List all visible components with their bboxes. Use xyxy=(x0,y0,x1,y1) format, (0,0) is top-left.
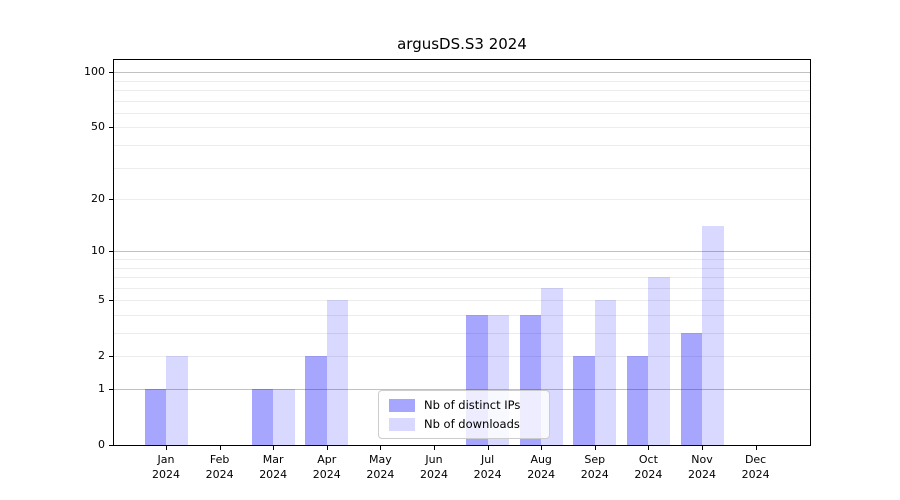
gridline-minor xyxy=(114,314,810,316)
y-tick-label: 0 xyxy=(98,438,105,451)
bar-distinct-ips-oct xyxy=(626,356,649,445)
x-tick xyxy=(702,446,703,450)
gridline-minor xyxy=(114,127,810,129)
x-tick xyxy=(434,446,435,450)
gridline-minor xyxy=(114,167,810,169)
bar-distinct-ips-jan xyxy=(144,389,166,445)
gridline-major xyxy=(114,72,810,74)
gridline-minor xyxy=(114,277,810,279)
y-tick-label: 5 xyxy=(98,293,105,307)
gridline-minor xyxy=(114,145,810,147)
x-tick xyxy=(594,446,596,450)
x-tick-label: May 2024 xyxy=(366,453,395,481)
gridline-minor xyxy=(114,112,810,114)
x-tick-label: Jul 2024 xyxy=(473,453,502,481)
bar-distinct-ips-mar xyxy=(251,389,274,445)
bar-distinct-ips-nov xyxy=(680,333,702,445)
x-tick-label: Jan 2024 xyxy=(152,453,180,481)
x-tick-label: Jun 2024 xyxy=(420,453,448,481)
legend-swatch-downloads xyxy=(389,417,415,431)
y-tick-label: 1 xyxy=(98,382,105,395)
y-tick xyxy=(109,389,113,390)
x-tick-label: Sep 2024 xyxy=(580,453,609,481)
x-tick-label: Dec 2024 xyxy=(741,453,770,481)
chart-title: argusDS.S3 2024 xyxy=(397,35,527,53)
bar-downloads-jan xyxy=(166,356,188,445)
x-tick-label: Apr 2024 xyxy=(312,453,341,481)
y-tick xyxy=(109,445,113,446)
legend: Nb of distinct IPs Nb of downloads xyxy=(378,390,550,439)
legend-label: Nb of downloads xyxy=(424,417,520,431)
y-tick xyxy=(109,199,113,201)
y-tick xyxy=(109,251,113,253)
x-tick-label: Mar 2024 xyxy=(259,453,288,481)
bar-distinct-ips-apr xyxy=(305,356,327,445)
y-tick xyxy=(109,72,113,74)
gridline-minor xyxy=(114,287,810,289)
gridline-minor xyxy=(114,100,810,102)
gridline-minor xyxy=(114,333,810,335)
gridline-major xyxy=(114,251,810,253)
y-tick xyxy=(109,300,113,302)
legend-item: Nb of distinct IPs xyxy=(389,398,539,412)
gridline-minor xyxy=(114,80,810,82)
gridline-minor xyxy=(114,356,810,358)
bar-distinct-ips-sep xyxy=(573,356,595,445)
bar-downloads-sep xyxy=(594,300,617,445)
gridline-minor xyxy=(114,199,810,201)
x-tick xyxy=(541,446,543,450)
x-tick-label: Aug 2024 xyxy=(527,453,556,481)
y-tick xyxy=(109,127,113,129)
legend-label: Nb of distinct IPs xyxy=(424,398,521,412)
x-tick xyxy=(166,446,167,450)
x-tick-label: Feb 2024 xyxy=(205,453,234,481)
y-tick-label: 50 xyxy=(91,120,105,134)
y-tick-label: 100 xyxy=(84,65,105,79)
x-tick xyxy=(273,446,275,450)
bar-downloads-mar xyxy=(273,389,295,445)
gridline-minor xyxy=(114,259,810,260)
y-tick-label: 2 xyxy=(98,349,105,363)
gridline-minor xyxy=(114,90,810,92)
gridline-major xyxy=(114,389,810,390)
y-tick xyxy=(109,356,113,358)
x-tick xyxy=(219,446,221,450)
x-tick xyxy=(648,446,650,450)
y-tick-label: 10 xyxy=(91,244,105,258)
x-tick-label: Oct 2024 xyxy=(634,453,663,481)
bar-downloads-apr xyxy=(326,300,349,445)
bar-downloads-nov xyxy=(702,226,724,445)
y-tick-label: 20 xyxy=(91,192,105,206)
x-tick xyxy=(755,446,757,450)
x-tick xyxy=(326,446,328,450)
x-tick xyxy=(487,446,489,450)
x-tick-label: Nov 2024 xyxy=(688,453,716,481)
legend-swatch-distinct-ips xyxy=(389,398,415,412)
plot-area: Nb of distinct IPs Nb of downloads xyxy=(113,59,811,446)
gridline-minor xyxy=(114,267,810,269)
bar-downloads-oct xyxy=(648,277,670,445)
legend-item: Nb of downloads xyxy=(389,417,539,431)
gridline-minor xyxy=(114,300,810,302)
x-tick xyxy=(380,446,382,450)
